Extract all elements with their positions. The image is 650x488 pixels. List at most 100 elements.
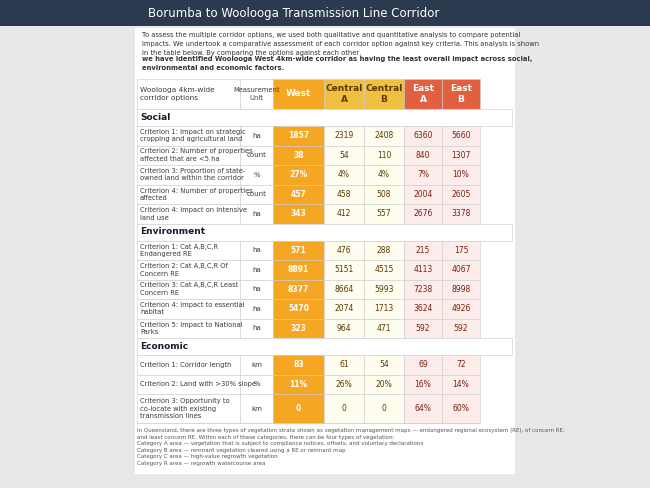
Bar <box>137 145 240 165</box>
Bar <box>137 338 512 355</box>
Text: 6360: 6360 <box>413 131 433 140</box>
Text: we have identified Woolooga West 4km-wide corridor as having the least overall i: we have identified Woolooga West 4km-wid… <box>142 56 532 71</box>
Text: ha: ha <box>252 286 261 292</box>
Bar <box>442 260 480 280</box>
Text: 8377: 8377 <box>288 285 309 294</box>
Text: Criterion 3: Cat A,B,C,R Least
Concern RE: Criterion 3: Cat A,B,C,R Least Concern R… <box>140 283 239 296</box>
Text: 2408: 2408 <box>374 131 394 140</box>
Bar <box>364 374 404 394</box>
Bar <box>324 394 364 423</box>
Text: Criterion 5: Impact to National
Parks: Criterion 5: Impact to National Parks <box>140 322 242 335</box>
Bar <box>240 394 273 423</box>
Bar <box>404 280 442 299</box>
Text: 4515: 4515 <box>374 265 394 274</box>
Bar <box>137 109 512 126</box>
Bar <box>404 299 442 319</box>
Text: Category R area — regrowth watercourse area: Category R area — regrowth watercourse a… <box>137 461 265 466</box>
Text: 60%: 60% <box>452 404 469 413</box>
Text: 20%: 20% <box>376 380 393 389</box>
Bar <box>364 394 404 423</box>
Text: 27%: 27% <box>289 170 307 179</box>
Text: Category C area — high-value regrowth vegetation: Category C area — high-value regrowth ve… <box>137 454 278 459</box>
Bar <box>137 374 240 394</box>
Text: count: count <box>246 152 266 158</box>
Bar <box>137 355 240 374</box>
Text: 26%: 26% <box>335 380 352 389</box>
Text: 38: 38 <box>293 151 304 160</box>
Text: 61: 61 <box>339 360 349 369</box>
Bar <box>240 319 273 338</box>
Bar <box>442 165 480 184</box>
Text: 1307: 1307 <box>451 151 471 160</box>
Text: 4067: 4067 <box>451 265 471 274</box>
Text: 458: 458 <box>337 190 351 199</box>
Text: 323: 323 <box>291 324 306 333</box>
Bar <box>240 204 273 224</box>
Text: Criterion 1: Impact on strategic
cropping and agricultural land: Criterion 1: Impact on strategic croppin… <box>140 129 246 142</box>
Text: West: West <box>286 89 311 99</box>
Text: Criterion 1: Cat A,B,C,R
Endangered RE: Criterion 1: Cat A,B,C,R Endangered RE <box>140 244 218 257</box>
Text: Social: Social <box>140 113 170 122</box>
Text: East
B: East B <box>450 84 472 104</box>
Text: 2676: 2676 <box>413 209 433 218</box>
Text: 3624: 3624 <box>413 304 433 313</box>
Text: 0: 0 <box>341 404 346 413</box>
Bar <box>324 355 364 374</box>
Bar <box>442 394 480 423</box>
Bar <box>442 145 480 165</box>
Bar <box>135 28 515 474</box>
Bar <box>364 319 404 338</box>
Text: 2319: 2319 <box>334 131 354 140</box>
Text: 175: 175 <box>454 246 468 255</box>
Text: 110: 110 <box>377 151 391 160</box>
Text: ha: ha <box>252 133 261 139</box>
Text: Borumba to Woolooga Transmission Line Corridor: Borumba to Woolooga Transmission Line Co… <box>148 6 439 20</box>
Bar <box>404 79 442 109</box>
Text: Criterion 4: Impact to essential
habitat: Criterion 4: Impact to essential habitat <box>140 302 244 316</box>
Text: Criterion 4: Number of properties
affected: Criterion 4: Number of properties affect… <box>140 187 253 201</box>
Bar <box>442 355 480 374</box>
Bar <box>364 165 404 184</box>
Bar <box>273 319 324 338</box>
Bar <box>137 260 240 280</box>
Text: Economic: Economic <box>140 342 188 351</box>
Text: Criterion 2: Cat A,B,C,R Of
Concern RE: Criterion 2: Cat A,B,C,R Of Concern RE <box>140 263 228 277</box>
Text: 215: 215 <box>416 246 430 255</box>
Text: Criterion 1: Corridor length: Criterion 1: Corridor length <box>140 362 231 368</box>
Bar <box>273 394 324 423</box>
Bar <box>364 299 404 319</box>
Text: 2605: 2605 <box>451 190 471 199</box>
Text: 4%: 4% <box>338 170 350 179</box>
Bar <box>273 241 324 260</box>
Bar <box>240 79 273 109</box>
Text: km: km <box>251 362 262 368</box>
Bar <box>404 319 442 338</box>
Bar <box>442 374 480 394</box>
Bar <box>364 184 404 204</box>
Bar <box>324 241 364 260</box>
Text: 83: 83 <box>293 360 304 369</box>
Text: 343: 343 <box>291 209 306 218</box>
Text: 10%: 10% <box>452 170 469 179</box>
Bar <box>364 241 404 260</box>
Bar <box>240 241 273 260</box>
Text: 16%: 16% <box>415 380 432 389</box>
Text: Environment: Environment <box>140 227 205 237</box>
Bar <box>137 79 240 109</box>
Bar <box>240 165 273 184</box>
Text: 64%: 64% <box>415 404 432 413</box>
Bar <box>240 299 273 319</box>
Text: Criterion 3: Proportion of state-
owned land within the corridor: Criterion 3: Proportion of state- owned … <box>140 168 245 182</box>
Text: Woolooga 4km-wide
corridor options: Woolooga 4km-wide corridor options <box>140 87 214 101</box>
Text: 11%: 11% <box>289 380 307 389</box>
Text: 8664: 8664 <box>334 285 354 294</box>
Text: Criterion 4: Impact on intensive
land use: Criterion 4: Impact on intensive land us… <box>140 207 247 221</box>
Text: 964: 964 <box>337 324 351 333</box>
Bar <box>273 280 324 299</box>
Bar <box>0 0 650 26</box>
Bar <box>240 260 273 280</box>
Text: 2074: 2074 <box>334 304 354 313</box>
Bar <box>137 165 240 184</box>
Bar <box>137 319 240 338</box>
Text: km: km <box>251 406 262 411</box>
